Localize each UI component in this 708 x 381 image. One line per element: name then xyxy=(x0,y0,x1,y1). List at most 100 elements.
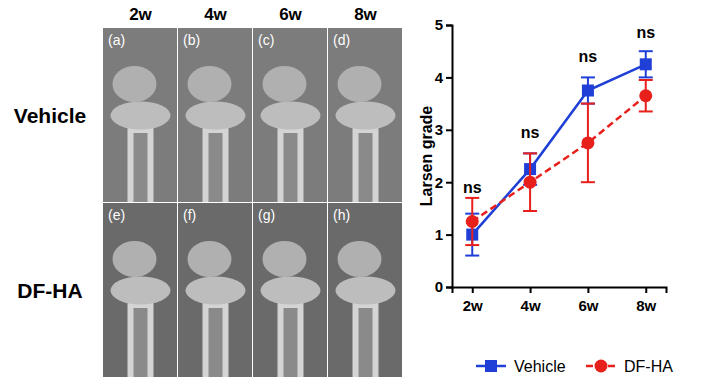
ct-background xyxy=(253,203,327,377)
bone-shaft xyxy=(203,299,229,377)
bone-canal xyxy=(134,308,148,377)
error-bar-cap xyxy=(581,103,595,105)
bone-carpal xyxy=(338,241,382,277)
bone-joint xyxy=(186,102,246,130)
bone-shaft xyxy=(278,299,304,377)
legend-marker xyxy=(595,360,608,373)
y-tick-mark xyxy=(446,287,452,289)
column-label: 2w xyxy=(129,5,152,24)
ct-image: (e) xyxy=(103,203,177,377)
error-bar-cap xyxy=(639,110,653,112)
plot-area xyxy=(465,51,653,255)
y-tick: 4 xyxy=(435,69,452,86)
bone-joint xyxy=(336,277,396,305)
data-point xyxy=(639,89,652,102)
bone-joint xyxy=(261,277,321,305)
series-line xyxy=(472,64,646,234)
row-label: Vehicle xyxy=(14,104,86,127)
column-label: 8w xyxy=(354,5,377,24)
y-tick-label: 0 xyxy=(435,278,443,295)
column-label: 6w xyxy=(279,5,302,24)
ct-image: (d) xyxy=(328,28,402,202)
y-tick: 5 xyxy=(435,16,452,33)
y-tick-mark xyxy=(446,77,452,79)
x-tick-label: 2w xyxy=(463,297,483,314)
bone-carpal xyxy=(338,66,382,102)
error-bar-cap xyxy=(581,181,595,183)
bone-canal xyxy=(134,133,148,202)
error-bar-cap xyxy=(465,197,479,199)
legend: Vehicle DF-HA xyxy=(476,358,673,375)
y-tick-label: 2 xyxy=(435,174,443,191)
y-tick-mark xyxy=(446,182,452,184)
y-tick-mark xyxy=(446,234,452,236)
error-bar xyxy=(639,51,653,77)
error-bar-cap xyxy=(639,79,653,81)
ct-image: (a) xyxy=(103,28,177,202)
bone-carpal xyxy=(113,241,157,277)
annotation: ns xyxy=(463,179,482,196)
bone-shaft xyxy=(353,124,379,202)
x-tick: 8w xyxy=(636,287,656,314)
bone-shaft xyxy=(203,124,229,202)
column-label: 4w xyxy=(204,5,227,24)
error-bar-cap xyxy=(581,103,595,105)
x-tick-mark xyxy=(645,287,647,293)
error-bar-cap xyxy=(465,255,479,257)
bone-carpal xyxy=(113,66,157,102)
y-axis-title: Larsen grade xyxy=(418,106,435,207)
bone-joint xyxy=(261,102,321,130)
bone-carpal xyxy=(263,66,307,102)
panel-label: (e) xyxy=(108,207,125,223)
bone-shaft xyxy=(278,124,304,202)
y-tick-mark xyxy=(446,129,452,131)
bone-canal xyxy=(284,133,298,202)
error-bar xyxy=(465,198,479,245)
legend-label: DF-HA xyxy=(624,358,673,375)
bone-shaft xyxy=(128,124,154,202)
error-bar-cap xyxy=(523,210,537,212)
x-axis: 2w 4w 6w 8w xyxy=(453,287,667,314)
bone-carpal xyxy=(188,241,232,277)
error-bar-cap xyxy=(465,244,479,246)
x-tick-mark xyxy=(530,287,532,293)
bone-joint xyxy=(111,102,171,130)
ct-background xyxy=(328,28,402,202)
ct-background xyxy=(103,28,177,202)
x-tick: 2w xyxy=(463,287,483,314)
x-tick-mark xyxy=(587,287,589,293)
error-bar-cap xyxy=(523,152,537,154)
panel-label: (d) xyxy=(333,32,350,48)
error-bar xyxy=(523,153,537,211)
data-point xyxy=(466,215,479,228)
bone-canal xyxy=(209,308,223,377)
ct-image: (h) xyxy=(328,203,402,377)
error-bar-cap xyxy=(581,76,595,78)
annotation: ns xyxy=(521,124,540,141)
panel-label: (a) xyxy=(108,32,125,48)
annotation: ns xyxy=(579,48,598,65)
error-bar-cap xyxy=(639,50,653,52)
x-tick-label: 4w xyxy=(521,297,541,314)
panel-label: (h) xyxy=(333,207,350,223)
x-tick-label: 6w xyxy=(578,297,598,314)
legend-marker xyxy=(485,360,497,372)
row-label: DF-HA xyxy=(17,279,82,302)
panel-label: (c) xyxy=(258,32,274,48)
data-point xyxy=(640,58,652,70)
bone-joint xyxy=(336,102,396,130)
bone-joint xyxy=(186,277,246,305)
y-axis-line xyxy=(446,26,453,288)
legend-label: Vehicle xyxy=(514,358,566,375)
data-point xyxy=(524,176,537,189)
panel-label: (f) xyxy=(183,207,196,223)
ct-image: (c) xyxy=(253,28,327,202)
ct-background xyxy=(253,28,327,202)
ct-background xyxy=(103,203,177,377)
bone-canal xyxy=(359,133,373,202)
y-tick-label: 3 xyxy=(435,121,443,138)
bone-shaft xyxy=(353,299,379,377)
y-tick: 2 xyxy=(435,174,452,191)
series xyxy=(465,80,653,245)
y-tick-mark xyxy=(446,25,452,27)
